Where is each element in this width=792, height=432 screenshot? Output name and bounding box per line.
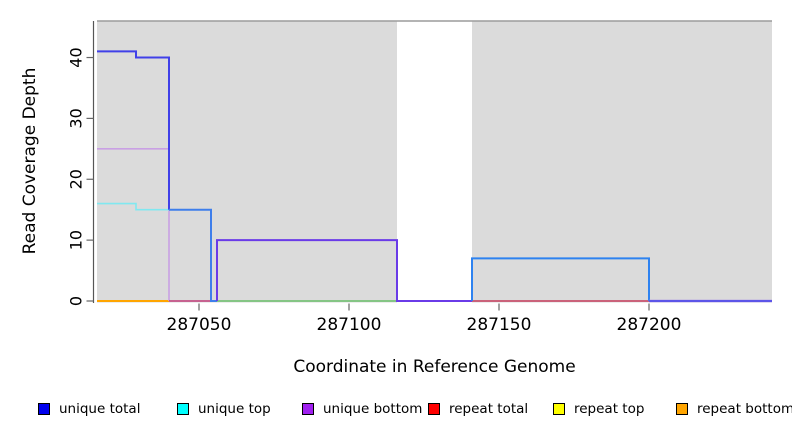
- x-tick-label: 287050: [167, 315, 232, 335]
- series-segment-unique-total-15-line: [169, 208, 217, 302]
- x-tick-label: 287150: [467, 315, 532, 335]
- y-tick-label: 10: [67, 230, 86, 250]
- y-tick-label: 0: [67, 296, 86, 306]
- covered-region: [472, 21, 772, 303]
- y-tick-label: 30: [67, 108, 86, 128]
- x-tick-label: 287100: [317, 315, 382, 335]
- series-segment-unique-7-line: [471, 257, 650, 301]
- covered-region: [97, 21, 397, 303]
- x-tick-label: 287200: [617, 315, 682, 335]
- series-segment-unique-total-41-40-line: [97, 50, 170, 210]
- y-tick-label: 20: [67, 169, 86, 189]
- series-segment-unique-top-16-15-line: [97, 202, 169, 211]
- y-axis-title: Read Coverage Depth: [20, 67, 40, 255]
- y-tick-label: 40: [67, 47, 86, 67]
- x-axis-title: Coordinate in Reference Genome: [293, 357, 576, 377]
- series-segment-unique-10-line: [216, 239, 472, 302]
